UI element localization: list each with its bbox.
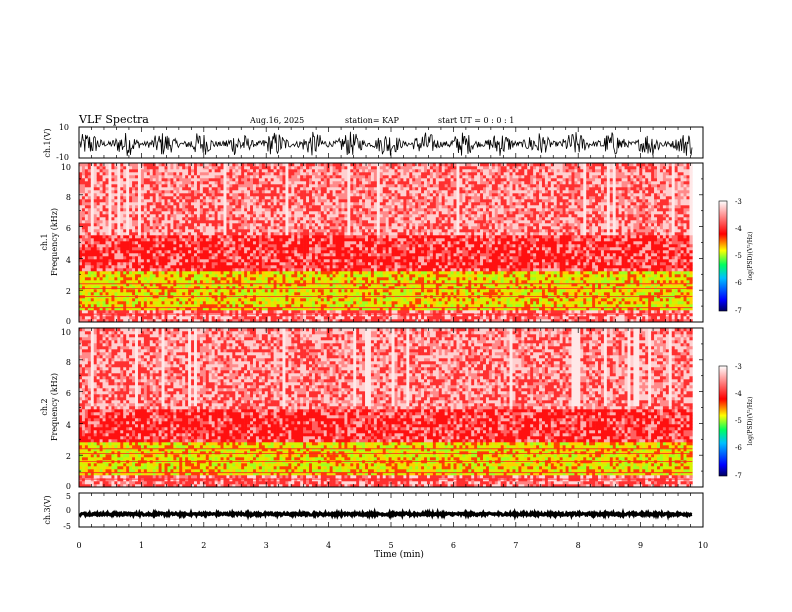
ch2-spectrogram-image (79, 328, 693, 488)
ch1-waveform-trace (79, 131, 693, 156)
ch2-cbar-tick-2: -5 (735, 417, 742, 425)
ch1-waveform-panel: 10 -10 ch.1(V) (43, 123, 704, 162)
ch1-ytick-bottom: -10 (56, 153, 69, 162)
ch1-spectrogram-image (79, 163, 693, 323)
ch1-spec-ytick-0: 0 (66, 317, 71, 326)
x-axis-tick-labels: 0 1 2 3 4 5 6 7 8 9 10 (76, 541, 708, 550)
ch1-colorbar-scale (718, 200, 728, 312)
ch2-cbar-tick-1: -4 (735, 390, 742, 398)
ch2-spec-ytick-2: 2 (66, 452, 71, 461)
ch1-spec-ylabel: Frequency (kHz) (50, 208, 59, 276)
ch1-spec-ytick-8: 8 (66, 193, 71, 202)
x-axis-label: Time (min) (374, 549, 424, 560)
ch1-ytick-top: 10 (59, 123, 69, 132)
x-tick-label: 9 (638, 541, 643, 550)
x-tick-label: 6 (451, 541, 456, 550)
ch2-cbar-tick-0: -3 (735, 363, 742, 371)
ch2-cbar-label: log(PSD)(V²/Hz) (747, 397, 754, 446)
ch1-cbar-tick-4: -7 (735, 307, 742, 315)
ch1-cbar-label: log(PSD)(V²/Hz) (747, 232, 754, 281)
x-tick-label: 0 (76, 541, 81, 550)
date-label: Aug.16, 2025 (249, 116, 304, 125)
start-time-label: start UT = 0 : 0 : 1 (438, 116, 514, 125)
figure-title: VLF Spectra (78, 113, 149, 126)
ch1-spectrogram-panel: 0 2 4 6 8 10 ch.1 Frequency (kHz) (40, 162, 704, 326)
ch3-ytick-top: 5 (66, 492, 71, 501)
ch3-ytick-mid: 0 (66, 506, 71, 515)
ch2-spec-ylabel: Frequency (kHz) (50, 373, 59, 441)
ch1-spec-ylabel-channel: ch.1 (40, 233, 49, 250)
x-tick-label: 5 (388, 541, 393, 550)
ch1-ylabel: ch.1(V) (43, 128, 52, 157)
time-ticks (78, 127, 704, 527)
ch2-colorbar: -3 -4 -5 -6 -7 log(PSD)(V²/Hz) (718, 363, 754, 480)
x-tick-label: 1 (139, 541, 144, 550)
station-label: station= KAP (345, 116, 400, 125)
ch2-spec-ytick-4: 4 (66, 421, 71, 430)
x-tick-label: 7 (513, 541, 518, 550)
ch3-ylabel: ch.3(V) (43, 495, 52, 524)
ch2-spec-ytick-6: 6 (66, 389, 71, 398)
ch1-spec-ytick-6: 6 (66, 224, 71, 233)
ch2-spec-ytick-8: 8 (66, 358, 71, 367)
x-tick-label: 2 (201, 541, 206, 550)
x-tick-label: 4 (326, 541, 331, 550)
x-tick-label: 3 (264, 541, 269, 550)
ch2-spec-ytick-10: 10 (61, 328, 71, 337)
ch1-spec-ytick-4: 4 (66, 256, 71, 265)
ch2-colorbar-scale (718, 365, 728, 477)
ch2-spectrogram-panel: 0 2 4 6 8 10 ch.2 Frequency (kHz) (40, 327, 704, 491)
ch1-colorbar: -3 -4 -5 -6 -7 log(PSD)(V²/Hz) (718, 198, 754, 315)
ch3-ytick-bottom: -5 (63, 522, 71, 531)
ch2-spec-ylabel-channel: ch.2 (40, 398, 49, 415)
x-tick-label: 8 (576, 541, 581, 550)
ch3-waveform-panel: 5 0 -5 ch.3(V) (43, 492, 704, 531)
ch3-waveform-trace (78, 507, 693, 521)
ch1-cbar-tick-2: -5 (735, 252, 742, 260)
ch1-cbar-tick-0: -3 (735, 198, 742, 206)
ch1-spec-ytick-2: 2 (66, 287, 71, 296)
ch2-cbar-tick-4: -7 (735, 472, 742, 480)
ch1-cbar-tick-3: -6 (735, 279, 742, 287)
ch1-cbar-tick-1: -4 (735, 225, 742, 233)
x-tick-label: 10 (698, 541, 708, 550)
ch2-cbar-tick-3: -6 (735, 444, 742, 452)
ch1-spec-ytick-10: 10 (61, 163, 71, 172)
ch3-waveform-frame (78, 492, 704, 528)
ch2-spec-ytick-0: 0 (66, 482, 71, 491)
